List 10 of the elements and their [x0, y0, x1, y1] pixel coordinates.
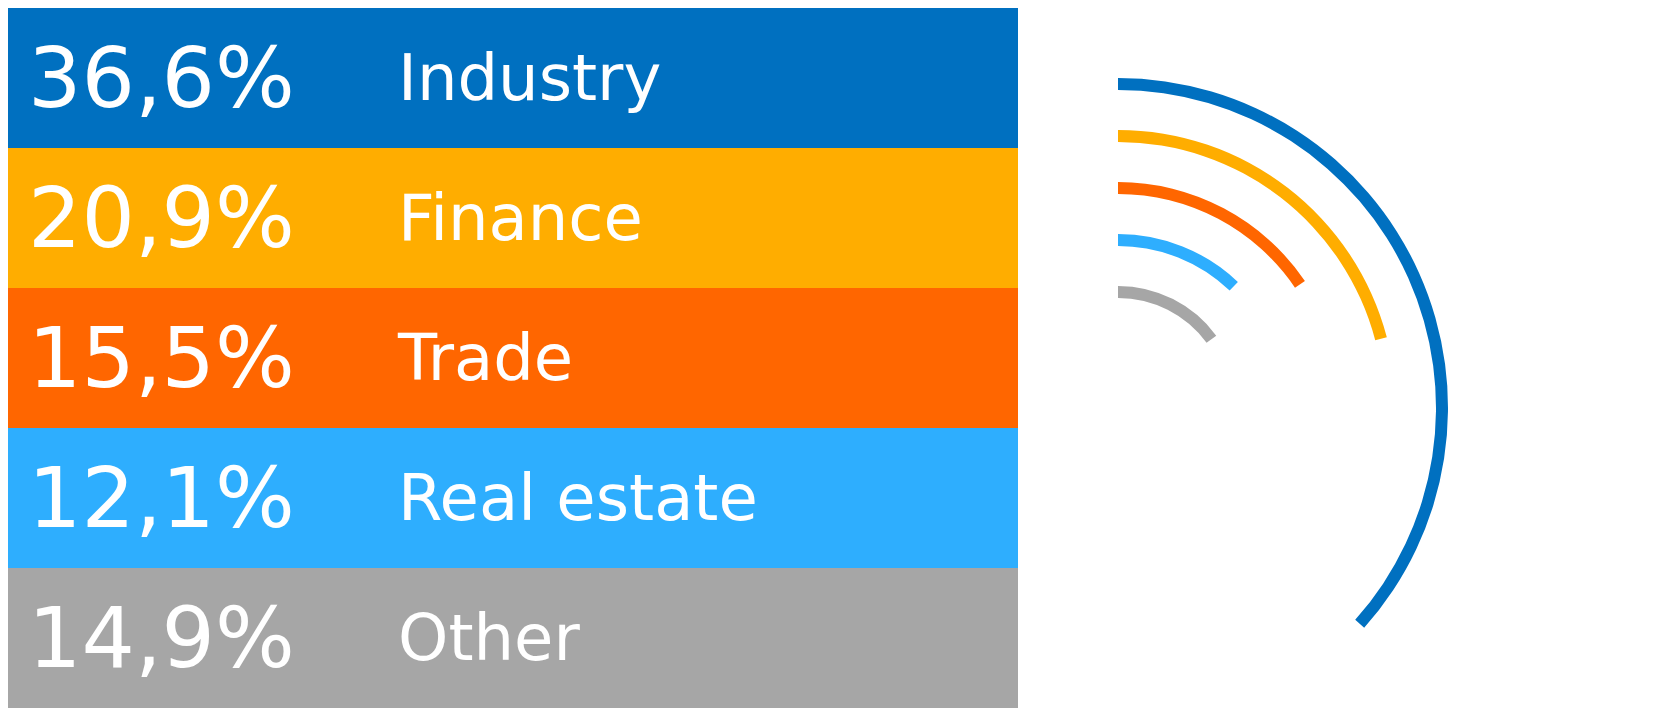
- data-label: 36,6%: [27, 29, 296, 127]
- data-label: 12,1%: [27, 449, 296, 547]
- category-label: Real estate: [398, 461, 758, 535]
- category-label: Industry: [398, 41, 662, 115]
- category-label: Finance: [398, 181, 643, 255]
- data-label: 15,5%: [27, 309, 296, 407]
- data-label: 14,9%: [27, 589, 296, 687]
- data-label: 20,9%: [27, 169, 296, 267]
- category-label: Other: [398, 601, 580, 675]
- category-label: Trade: [398, 321, 574, 395]
